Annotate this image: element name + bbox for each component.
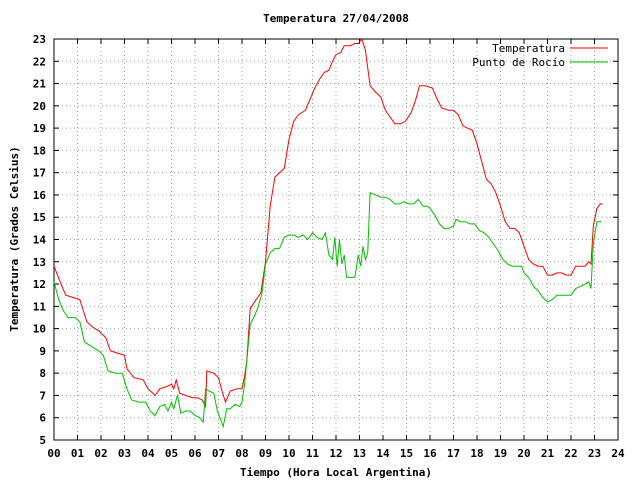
x-tick-label: 22 xyxy=(564,447,577,460)
x-tick-label: 23 xyxy=(588,447,601,460)
x-tick-label: 12 xyxy=(329,447,342,460)
y-tick-label: 17 xyxy=(33,167,46,180)
y-tick-label: 5 xyxy=(39,434,46,447)
grid xyxy=(54,39,618,440)
x-tick-label: 02 xyxy=(94,447,107,460)
x-tick-label: 15 xyxy=(400,447,413,460)
legend-label-punto-de-rocio: Punto de Rocío xyxy=(472,56,565,69)
x-tick-label: 21 xyxy=(541,447,555,460)
chart-title: Temperatura 27/04/2008 xyxy=(263,12,409,25)
x-tick-label: 10 xyxy=(282,447,295,460)
y-tick-label: 15 xyxy=(33,211,46,224)
x-tick-label: 04 xyxy=(141,447,155,460)
y-tick-label: 10 xyxy=(33,323,46,336)
x-tick-label: 18 xyxy=(470,447,483,460)
y-axis-label: Temperatura (Grados Celsius) xyxy=(8,146,21,331)
x-tick-label: 05 xyxy=(165,447,178,460)
x-tick-label: 07 xyxy=(212,447,225,460)
y-tick-label: 23 xyxy=(33,33,46,46)
x-tick-label: 08 xyxy=(235,447,248,460)
x-tick-label: 06 xyxy=(188,447,202,460)
x-tick-label: 14 xyxy=(376,447,390,460)
series-lines xyxy=(53,37,603,429)
y-tick-label: 19 xyxy=(33,122,46,135)
x-tick-label: 17 xyxy=(447,447,460,460)
x-axis-label: Tiempo (Hora Local Argentina) xyxy=(240,466,432,479)
legend-label-temperatura: Temperatura xyxy=(492,42,565,55)
x-tick-label: 24 xyxy=(611,447,625,460)
series-line-temperatura xyxy=(53,37,603,409)
x-tick-label: 11 xyxy=(306,447,320,460)
x-tick-label: 20 xyxy=(517,447,530,460)
y-tick-label: 14 xyxy=(33,234,47,247)
y-tick-label: 7 xyxy=(39,389,46,402)
y-tick-label: 21 xyxy=(33,78,47,91)
axis-ticks: 00 01 02 03 04 05 06 07 08 09 10 11 12 13 14 15 16 17 18 19… xyxy=(33,33,625,460)
y-tick-label: 18 xyxy=(33,144,46,157)
x-tick-label: 19 xyxy=(494,447,507,460)
x-tick-label: 16 xyxy=(423,447,437,460)
y-tick-label: 12 xyxy=(33,278,46,291)
legend: Temperatura Punto de Rocío xyxy=(472,42,608,69)
series-line-punto-de-rocio xyxy=(53,191,602,429)
x-tick-label: 00 xyxy=(47,447,60,460)
y-tick-label: 11 xyxy=(33,300,47,313)
y-tick-label: 6 xyxy=(39,412,46,425)
y-tick-label: 8 xyxy=(39,367,46,380)
x-tick-label: 09 xyxy=(259,447,272,460)
y-tick-label: 9 xyxy=(39,345,46,358)
x-tick-label: 01 xyxy=(71,447,85,460)
y-tick-label: 13 xyxy=(33,256,46,269)
y-tick-label: 16 xyxy=(33,189,47,202)
x-tick-label: 03 xyxy=(118,447,131,460)
x-tick-label: 13 xyxy=(353,447,366,460)
y-tick-label: 22 xyxy=(33,55,46,68)
y-tick-label: 20 xyxy=(33,100,46,113)
